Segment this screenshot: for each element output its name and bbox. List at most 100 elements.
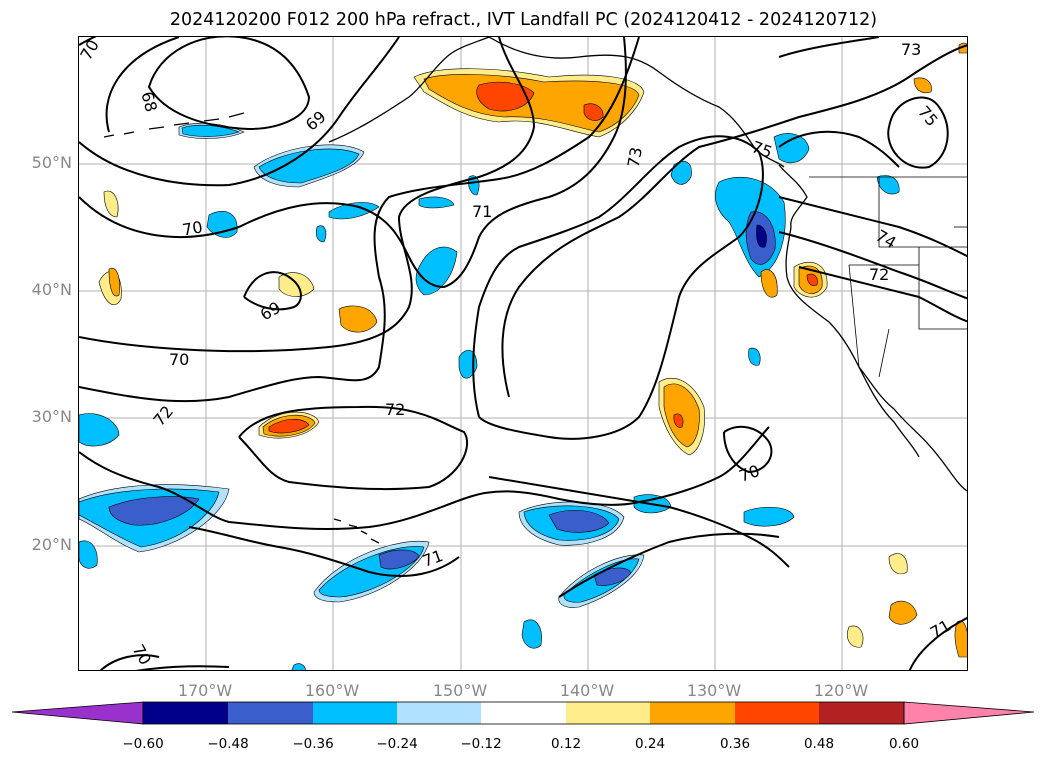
anomaly-blob xyxy=(743,507,795,527)
contour-label: 72 xyxy=(385,400,405,419)
refractivity-contours xyxy=(79,37,967,670)
anomaly-blob xyxy=(756,224,767,248)
anomaly-blob xyxy=(108,496,200,526)
contour-label: 69 xyxy=(257,298,284,325)
anomaly-blob xyxy=(888,553,908,575)
contour-label: 71 xyxy=(927,616,954,643)
anomaly-blob xyxy=(521,619,542,649)
anomaly-blob xyxy=(108,267,120,297)
anomaly-blob xyxy=(415,246,458,296)
anomaly-blob xyxy=(418,196,455,209)
anomaly-blob xyxy=(79,540,98,569)
contour-line xyxy=(105,37,180,133)
colorbar-bin xyxy=(143,702,228,724)
colorbar-tick: 0.12 xyxy=(550,736,582,752)
anomaly-blob xyxy=(79,413,120,447)
colorbar-tick: 0.24 xyxy=(634,736,666,752)
colorbar-tick: 0.36 xyxy=(719,736,751,752)
anomaly-blob xyxy=(748,347,761,366)
colorbar-bin xyxy=(566,702,650,724)
anomaly-blob xyxy=(468,175,480,196)
colorbar-outline xyxy=(142,701,905,725)
colorbar-tick: −0.12 xyxy=(460,736,502,752)
colorbar-tick: 0.60 xyxy=(888,736,920,752)
contour-line xyxy=(135,665,230,670)
contour-label: 69 xyxy=(302,107,330,135)
lon-label-140w: 140°W xyxy=(559,681,615,700)
contour-label: 68 xyxy=(137,89,161,114)
map-panel: 70 68 69 73 75 73 75 71 70 69 74 72 70 7… xyxy=(78,36,968,671)
contour-line xyxy=(79,37,400,187)
bc-coast xyxy=(778,164,808,228)
contour-line xyxy=(79,37,627,289)
state-border xyxy=(878,328,890,378)
contour-line xyxy=(558,532,780,598)
contour-line xyxy=(188,526,460,578)
colorbar-bin xyxy=(650,702,735,724)
contour-label: 75 xyxy=(749,137,775,162)
contour-line xyxy=(472,135,764,440)
alaska-coast xyxy=(328,37,490,143)
contour-label: 70 xyxy=(128,641,155,668)
contour-line xyxy=(79,37,640,403)
contour-label: 73 xyxy=(624,146,646,169)
anomaly-blob xyxy=(888,600,918,625)
contour-label: 70 xyxy=(181,217,204,239)
colorbar-bin xyxy=(735,702,819,724)
colorbar-extend-high xyxy=(903,701,1035,725)
contour-line xyxy=(79,426,770,531)
map-title: 2024120200 F012 200 hPa refract., IVT La… xyxy=(169,10,878,30)
anomaly-blob xyxy=(670,161,692,185)
colorbar-bin xyxy=(819,702,904,724)
lon-label-170w: 170°W xyxy=(177,681,233,700)
colorbar-bin xyxy=(228,702,313,724)
contour-line xyxy=(778,231,967,300)
lat-label-30n: 30°N xyxy=(31,407,72,426)
lat-label-20n: 20°N xyxy=(31,535,72,554)
colorbar-tick: −0.48 xyxy=(207,736,249,752)
anomaly-blob xyxy=(268,418,310,434)
colorbar-tick: −0.60 xyxy=(122,736,164,752)
lat-label-40n: 40°N xyxy=(31,280,72,299)
colorbar-extend-low xyxy=(11,701,144,725)
colorbar-bin xyxy=(397,702,481,724)
borders xyxy=(809,176,967,378)
anomaly-blob xyxy=(291,663,306,670)
anomaly-blob xyxy=(338,305,378,333)
contour-label: 70 xyxy=(79,37,103,63)
colorbar: −0.60 −0.48 −0.36 −0.24 −0.12 0.12 0.24 … xyxy=(0,700,1047,752)
colorbar-tick: −0.36 xyxy=(292,736,334,752)
colorbar-bin xyxy=(481,702,566,724)
anomaly-blob xyxy=(315,225,327,243)
anomaly-blob xyxy=(673,413,684,428)
map-canvas: 70 68 69 73 75 73 75 71 70 69 74 72 70 7… xyxy=(79,37,967,670)
anomaly-blob xyxy=(103,190,119,218)
aleutian-islands xyxy=(103,112,245,138)
contour-label: 72 xyxy=(869,265,889,284)
lon-label-130w: 130°W xyxy=(686,681,742,700)
hawaii-islands xyxy=(333,518,380,544)
anomaly-blob xyxy=(378,549,420,570)
anomaly-blob xyxy=(954,620,967,658)
contour-label: 70 xyxy=(737,461,763,486)
contour-label: 74 xyxy=(872,226,899,253)
colorbar-tick: −0.24 xyxy=(376,736,418,752)
anomaly-blob xyxy=(476,81,535,112)
state-border xyxy=(918,247,967,330)
baja-coast xyxy=(858,366,920,458)
contour-line xyxy=(488,476,790,568)
contour-line xyxy=(908,616,967,670)
state-border xyxy=(878,177,967,248)
contour-line xyxy=(238,405,469,491)
contour-label: 73 xyxy=(901,40,921,59)
anomaly-blob xyxy=(847,625,864,648)
contour-line xyxy=(798,266,967,323)
graticule xyxy=(79,37,967,670)
lon-label-150w: 150°W xyxy=(432,681,488,700)
anomaly-blob xyxy=(876,175,900,195)
colorbar-tick: 0.48 xyxy=(803,736,835,752)
contour-line xyxy=(723,425,773,474)
anomaly-blob xyxy=(583,103,604,121)
contour-label: 71 xyxy=(472,202,492,221)
anomaly-blob xyxy=(806,273,818,286)
